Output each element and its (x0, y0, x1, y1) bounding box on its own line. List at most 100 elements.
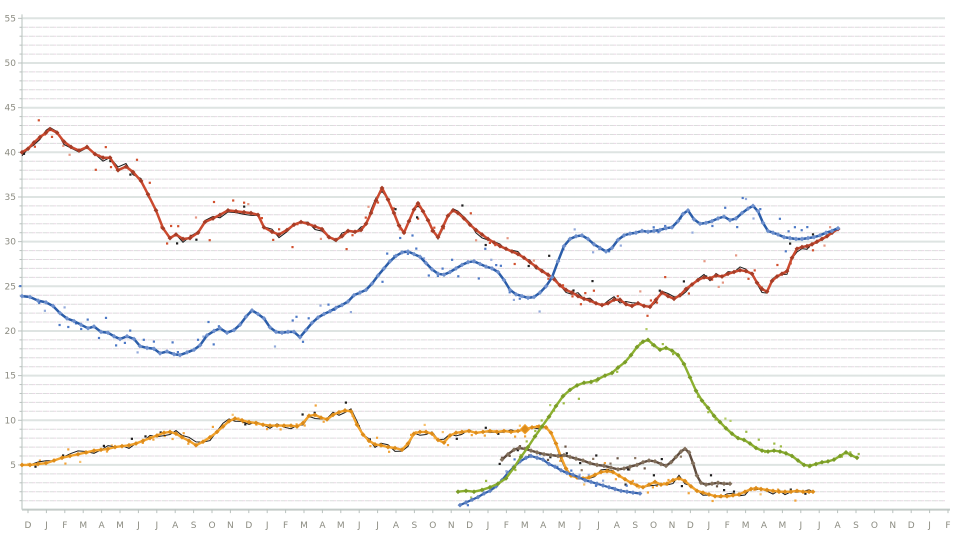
orange-marker (59, 455, 65, 461)
axes (21, 14, 950, 511)
orange-marker (105, 446, 111, 452)
blue-poll-dot (291, 319, 294, 322)
navy-marker (630, 490, 636, 496)
blue-marker (381, 266, 387, 271)
red-poll-dot (243, 201, 246, 204)
orange-marker (718, 493, 724, 499)
blue-marker (685, 207, 691, 213)
orange-marker (75, 451, 81, 457)
blue-poll-dot (43, 309, 46, 312)
red-poll-dot (592, 289, 595, 292)
red-poll-dot (260, 217, 263, 220)
black-poll-dot (811, 233, 815, 236)
brown-poll-dot (580, 469, 583, 472)
black-poll-dot (62, 454, 65, 457)
blue-marker (91, 324, 97, 329)
orange-poll-dot (171, 437, 174, 441)
red-poll-dot (584, 292, 587, 295)
blue-marker (71, 318, 77, 324)
orange-marker (529, 425, 535, 430)
navy-marker (505, 470, 511, 476)
orange-marker (19, 462, 25, 468)
red-marker (379, 185, 385, 191)
orange-marker (112, 444, 118, 450)
orange-poll-dot (152, 438, 155, 441)
red-marker (160, 225, 166, 231)
green-marker (602, 373, 608, 379)
blue-marker (669, 224, 675, 230)
green-marker (657, 347, 663, 353)
navy-marker (469, 497, 475, 503)
red-poll-dot (717, 285, 720, 288)
x-axis-month-label: S (412, 521, 418, 531)
green-poll-dot (714, 418, 717, 421)
x-axis-month-label: A (761, 521, 768, 531)
red-poll-dot (687, 292, 690, 295)
blue-marker (131, 336, 137, 342)
blue-marker (261, 316, 267, 321)
orange-marker (405, 441, 411, 446)
blue-marker (715, 216, 721, 221)
red-marker (569, 290, 575, 295)
blue-poll-dot (97, 336, 101, 340)
blue-marker (111, 333, 117, 339)
x-axis-month-label: S (853, 521, 859, 531)
red-poll-dot (488, 241, 491, 244)
brown-marker (646, 458, 652, 463)
brown-marker (682, 446, 688, 452)
y-axis-tick-label: 50 (5, 59, 17, 69)
x-axis-month-label: D (25, 521, 32, 531)
red-poll-dot (829, 226, 832, 229)
blue-marker (811, 234, 817, 240)
blue-poll-dot (744, 197, 748, 201)
red-marker (671, 296, 677, 302)
red-marker (153, 207, 159, 213)
black-poll-dot (549, 456, 552, 459)
red-marker (769, 278, 775, 284)
blue-poll-dot (495, 264, 498, 267)
blue-poll-dot (652, 226, 655, 229)
red-poll-dot (721, 281, 724, 284)
green-marker (711, 413, 717, 419)
black-poll-dot (626, 468, 630, 471)
orange-marker (652, 479, 658, 485)
blue-poll-dot (752, 217, 755, 220)
blue-marker (417, 254, 423, 260)
orange-marker (694, 488, 700, 494)
orange-marker (294, 424, 300, 429)
orange-marker (742, 489, 748, 495)
orange-marker (658, 482, 664, 487)
blue-marker (781, 234, 787, 240)
black-poll-dot (176, 242, 179, 245)
blue-poll-dot (793, 226, 796, 229)
green-marker (574, 383, 580, 388)
blue-poll-dot (386, 252, 389, 255)
orange-poll-dot (518, 424, 521, 427)
orange-poll-dot (279, 428, 282, 431)
orange-poll-dot (655, 484, 658, 487)
blue-marker (597, 245, 603, 251)
brown-marker (690, 460, 696, 466)
orange-poll-dot (483, 434, 486, 437)
navy-marker (546, 461, 552, 467)
blue-marker (255, 311, 261, 317)
red-poll-dot (135, 158, 139, 161)
major-gridlines (22, 17, 945, 466)
brown-marker (678, 449, 684, 454)
orange-marker (682, 478, 688, 484)
black-poll-dot (709, 474, 713, 477)
red-marker (719, 274, 725, 279)
blue-marker (429, 266, 435, 272)
blue-poll-dot (806, 226, 809, 229)
black-poll-dot (732, 490, 736, 493)
blue-marker (363, 287, 369, 293)
green-marker (783, 450, 789, 456)
x-axis-month-label: F (945, 521, 950, 531)
black-poll-dot (195, 238, 198, 241)
black-poll-dot (102, 444, 105, 447)
orange-marker (634, 483, 640, 488)
blue-marker (793, 236, 799, 242)
orange-marker (288, 423, 294, 429)
green-poll-dot (773, 442, 776, 445)
